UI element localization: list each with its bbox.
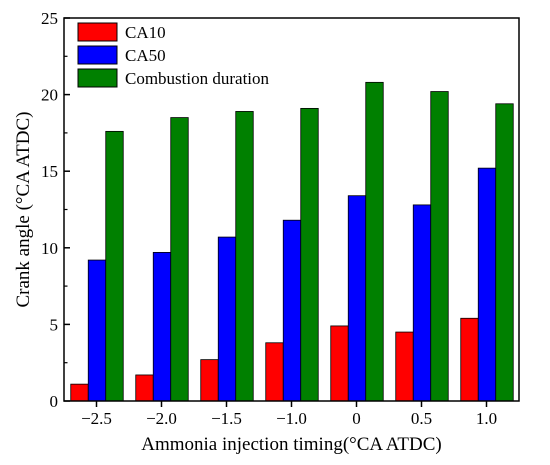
legend-swatch-ca10 [77,22,118,42]
bar-ca10-6 [395,331,414,402]
x-tick-label: −2.5 [81,409,112,428]
y-tick-label: 0 [50,392,59,411]
bar-ca10-7 [460,317,479,402]
bar-ca10-1 [70,383,89,402]
bar-combustion-duration-5 [365,81,384,402]
y-tick-label: 20 [41,86,58,105]
bar-ca50-7 [477,167,497,402]
x-axis-title: Ammonia injection timing(°CA ATDC) [141,434,442,455]
bar-ca10-3 [200,359,219,402]
y-tick-label: 5 [50,315,59,334]
bar-ca50-5 [347,195,367,402]
y-tick-label: 10 [41,239,58,258]
bar-ca50-4 [282,219,302,402]
bar-combustion-duration-2 [170,117,189,402]
x-tick-label: 0 [352,409,361,428]
bar-ca10-4 [265,342,284,402]
bar-ca50-6 [412,204,432,402]
x-tick-label: 1.0 [476,409,497,428]
bar-ca10-2 [135,374,154,402]
y-tick-label: 15 [41,162,58,181]
x-tick-label: −1.5 [211,409,242,428]
x-tick-label: −2.0 [146,409,177,428]
legend-swatch-combustion-duration [77,68,118,88]
bar-ca50-1 [87,259,107,402]
bar-ca50-3 [217,236,237,402]
bar-combustion-duration-4 [300,107,319,402]
bar-ca50-2 [152,251,172,402]
y-axis: 0 5 10 15 20 25 [41,9,70,411]
x-axis: −2.5 −2.0 −1.5 −1.0 0 0.5 1.0 [81,401,497,428]
y-tick-label: 25 [41,9,58,28]
x-tick-label: −1.0 [276,409,307,428]
legend-label: CA50 [125,46,166,65]
bars-layer [70,81,514,402]
legend-label: Combustion duration [125,69,270,88]
bar-combustion-duration-1 [105,130,124,402]
legend: CA10 CA50 Combustion duration [77,22,270,88]
bar-ca10-5 [330,325,349,402]
legend-label: CA10 [125,23,166,42]
y-axis-title: Crank angle (°CA ATDC) [13,112,34,308]
bar-combustion-duration-7 [495,103,514,402]
legend-swatch-ca50 [77,45,118,65]
x-tick-label: 0.5 [411,409,432,428]
bar-combustion-duration-6 [430,91,449,402]
bar-combustion-duration-3 [235,111,254,402]
